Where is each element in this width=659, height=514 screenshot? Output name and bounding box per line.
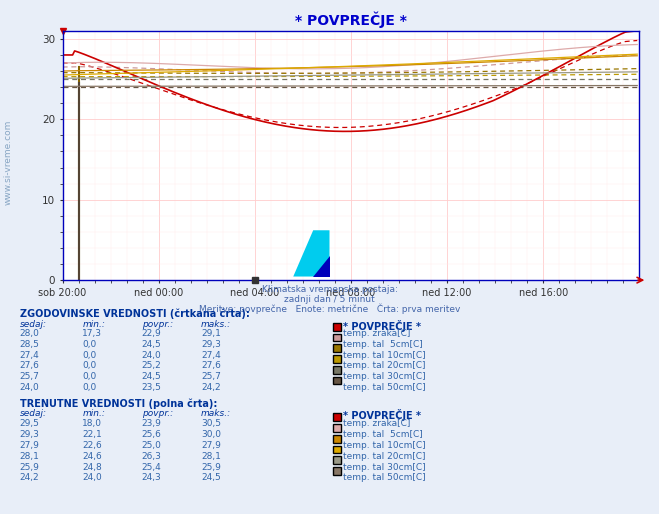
- Text: 25,4: 25,4: [142, 463, 161, 472]
- Text: temp. tal  5cm[C]: temp. tal 5cm[C]: [343, 430, 422, 439]
- Text: temp. zraka[C]: temp. zraka[C]: [343, 419, 410, 429]
- Text: 29,1: 29,1: [201, 329, 221, 338]
- Text: 27,6: 27,6: [20, 361, 40, 371]
- Text: TRENUTNE VREDNOSTI (polna črta):: TRENUTNE VREDNOSTI (polna črta):: [20, 399, 217, 409]
- Text: temp. tal 30cm[C]: temp. tal 30cm[C]: [343, 463, 425, 472]
- Text: 25,6: 25,6: [142, 430, 161, 439]
- Text: 24,8: 24,8: [82, 463, 102, 472]
- Text: 23,9: 23,9: [142, 419, 161, 429]
- Polygon shape: [313, 255, 330, 277]
- Text: 25,0: 25,0: [142, 441, 161, 450]
- Text: 27,6: 27,6: [201, 361, 221, 371]
- Text: temp. tal 10cm[C]: temp. tal 10cm[C]: [343, 351, 425, 360]
- Text: * POVPREČJE *: * POVPREČJE *: [343, 409, 420, 421]
- Text: 22,9: 22,9: [142, 329, 161, 338]
- Text: zadnji dan / 5 minut: zadnji dan / 5 minut: [284, 295, 375, 304]
- Text: temp. tal 30cm[C]: temp. tal 30cm[C]: [343, 372, 425, 381]
- Text: min.:: min.:: [82, 409, 105, 418]
- Text: temp. tal 50cm[C]: temp. tal 50cm[C]: [343, 383, 425, 392]
- Text: * POVPREČJE *: * POVPREČJE *: [343, 320, 420, 332]
- Text: 28,0: 28,0: [20, 329, 40, 338]
- Text: maks.:: maks.:: [201, 409, 231, 418]
- Text: povpr.:: povpr.:: [142, 409, 173, 418]
- Text: 24,5: 24,5: [142, 372, 161, 381]
- Text: 25,9: 25,9: [20, 463, 40, 472]
- Text: 22,6: 22,6: [82, 441, 102, 450]
- Text: 28,1: 28,1: [20, 452, 40, 461]
- Text: povpr.:: povpr.:: [142, 320, 173, 329]
- Text: 24,6: 24,6: [82, 452, 102, 461]
- Text: 26,3: 26,3: [142, 452, 161, 461]
- Text: 25,7: 25,7: [20, 372, 40, 381]
- Text: 28,1: 28,1: [201, 452, 221, 461]
- Text: sedaj:: sedaj:: [20, 409, 47, 418]
- Text: 24,0: 24,0: [20, 383, 40, 392]
- Text: 27,4: 27,4: [20, 351, 40, 360]
- Text: temp. tal  5cm[C]: temp. tal 5cm[C]: [343, 340, 422, 349]
- Text: 17,3: 17,3: [82, 329, 102, 338]
- Text: 29,3: 29,3: [201, 340, 221, 349]
- Text: temp. tal 50cm[C]: temp. tal 50cm[C]: [343, 473, 425, 483]
- Text: min.:: min.:: [82, 320, 105, 329]
- Text: 27,9: 27,9: [201, 441, 221, 450]
- Text: 25,9: 25,9: [201, 463, 221, 472]
- Text: 0,0: 0,0: [82, 372, 97, 381]
- Text: Klimatska vremenska postaja:: Klimatska vremenska postaja:: [262, 285, 397, 295]
- Text: 24,2: 24,2: [201, 383, 221, 392]
- Text: 24,5: 24,5: [142, 340, 161, 349]
- Text: 27,9: 27,9: [20, 441, 40, 450]
- Text: www.si-vreme.com: www.si-vreme.com: [3, 119, 13, 205]
- Text: sedaj:: sedaj:: [20, 320, 47, 329]
- Text: 0,0: 0,0: [82, 383, 97, 392]
- Text: ZGODOVINSKE VREDNOSTI (črtkana črta):: ZGODOVINSKE VREDNOSTI (črtkana črta):: [20, 308, 250, 319]
- Title: * POVPREČJE *: * POVPREČJE *: [295, 12, 407, 28]
- Text: 24,3: 24,3: [142, 473, 161, 483]
- Text: temp. tal 10cm[C]: temp. tal 10cm[C]: [343, 441, 425, 450]
- Text: Meritve: povprečne   Enote: metrične   Črta: prva meritev: Meritve: povprečne Enote: metrične Črta:…: [199, 304, 460, 314]
- Text: 30,5: 30,5: [201, 419, 221, 429]
- Text: temp. tal 20cm[C]: temp. tal 20cm[C]: [343, 361, 425, 371]
- Text: 0,0: 0,0: [82, 351, 97, 360]
- Text: 29,3: 29,3: [20, 430, 40, 439]
- Polygon shape: [293, 230, 330, 277]
- Text: 28,5: 28,5: [20, 340, 40, 349]
- Text: 24,0: 24,0: [82, 473, 102, 483]
- Text: temp. tal 20cm[C]: temp. tal 20cm[C]: [343, 452, 425, 461]
- Text: 24,2: 24,2: [20, 473, 40, 483]
- Text: 29,5: 29,5: [20, 419, 40, 429]
- Text: 27,4: 27,4: [201, 351, 221, 360]
- Text: temp. zraka[C]: temp. zraka[C]: [343, 329, 410, 338]
- Text: 24,0: 24,0: [142, 351, 161, 360]
- Text: 23,5: 23,5: [142, 383, 161, 392]
- Text: 0,0: 0,0: [82, 340, 97, 349]
- Text: 30,0: 30,0: [201, 430, 221, 439]
- Text: 25,2: 25,2: [142, 361, 161, 371]
- Text: 0,0: 0,0: [82, 361, 97, 371]
- Text: 24,5: 24,5: [201, 473, 221, 483]
- Text: 18,0: 18,0: [82, 419, 102, 429]
- Text: 22,1: 22,1: [82, 430, 102, 439]
- Text: 25,7: 25,7: [201, 372, 221, 381]
- Text: maks.:: maks.:: [201, 320, 231, 329]
